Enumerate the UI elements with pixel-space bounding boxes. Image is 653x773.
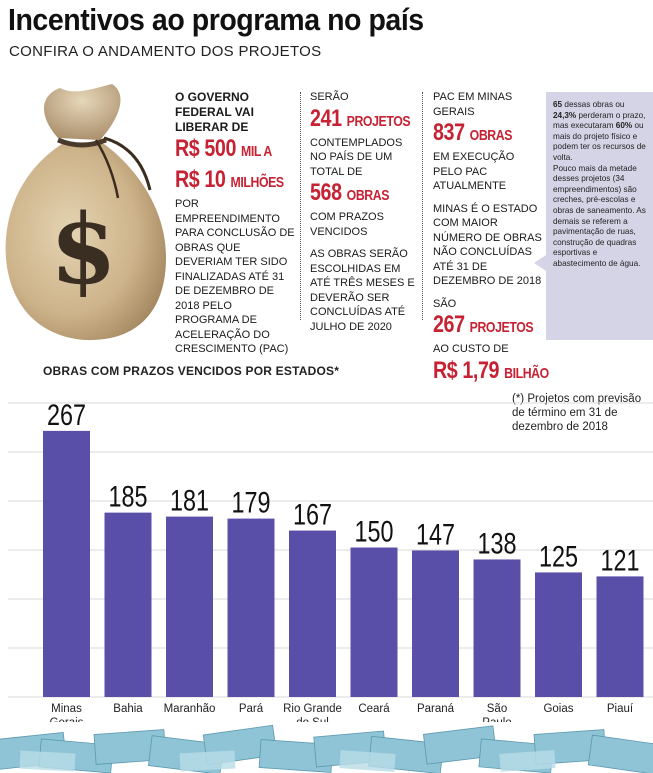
banknotes-decoration bbox=[0, 722, 653, 773]
bar bbox=[166, 516, 213, 697]
bar-value-label: 185 bbox=[108, 480, 147, 513]
col3-cost-lead: AO CUSTO DE bbox=[433, 343, 509, 355]
bar-value-label: 121 bbox=[600, 544, 639, 577]
bar bbox=[289, 530, 336, 697]
category-label: Maranhão bbox=[164, 703, 216, 715]
note-paragraph-1: 65 dessas obras ou 24,3% perderam o praz… bbox=[553, 100, 646, 162]
minas-gerais-column: PAC EM MINAS GERAIS 837 OBRAS EM EXECUÇÃ… bbox=[433, 90, 549, 388]
category-label: Minas bbox=[51, 703, 82, 715]
column-divider bbox=[422, 92, 423, 320]
chart-footnote: (*) Projetos com previsão de término em … bbox=[512, 393, 642, 433]
col1-amount-min: R$ 500 MIL A bbox=[175, 135, 272, 162]
category-label: Gerais bbox=[50, 717, 84, 725]
col3-lead: PAC EM MINAS GERAIS bbox=[433, 91, 513, 118]
bar bbox=[473, 559, 521, 697]
category-label: Bahia bbox=[113, 703, 143, 715]
page-title: Incentivos ao programa no país bbox=[8, 2, 424, 37]
col3-works: 837 OBRAS bbox=[433, 119, 513, 146]
bar bbox=[43, 430, 90, 697]
projects-column: SERÃO 241 PROJETOS CONTEMPLADOS NO PAÍS … bbox=[310, 90, 415, 334]
bar-value-label: 125 bbox=[539, 540, 578, 573]
svg-text:$: $ bbox=[50, 193, 117, 306]
bar bbox=[412, 550, 459, 697]
category-label: Paraná bbox=[417, 703, 455, 715]
category-label: São bbox=[487, 703, 507, 715]
category-label: do Sul bbox=[296, 717, 329, 725]
col3-body: MINAS É O ESTADO COM MAIOR NÚMERO DE OBR… bbox=[433, 202, 542, 288]
col2-lead: SERÃO bbox=[310, 91, 349, 103]
category-label: Paulo bbox=[482, 717, 511, 725]
info-note-box: 65 dessas obras ou 24,3% perderam o praz… bbox=[546, 92, 653, 340]
bar-value-label: 179 bbox=[231, 486, 270, 519]
bar bbox=[104, 512, 152, 697]
category-label: Rio Grande bbox=[283, 703, 342, 715]
col3-projects: 267 PROJETOS bbox=[433, 311, 534, 338]
page-subtitle: CONFIRA O ANDAMENTO DOS PROJETOS bbox=[9, 43, 322, 60]
note-paragraph-2: Pouco mais da metade desses projetos (34… bbox=[553, 163, 646, 268]
bar bbox=[227, 518, 275, 697]
money-bag-icon: $ bbox=[5, 84, 167, 341]
category-label: Pará bbox=[239, 703, 264, 715]
col3-cost: R$ 1,79 BILHÃO bbox=[433, 356, 549, 384]
chart-title: OBRAS COM PRAZOS VENCIDOS POR ESTADOS* bbox=[43, 364, 340, 378]
bar-value-label: 267 bbox=[47, 398, 86, 431]
bar bbox=[350, 547, 398, 697]
col2-after: COM PRAZOS VENCIDOS bbox=[310, 211, 384, 238]
bar-chart: 267 Minas Gerais 185 Bahia 181 Maranhão 179 Pará… bbox=[8, 398, 653, 725]
bar-value-label: 167 bbox=[293, 498, 332, 531]
note-pointer bbox=[534, 255, 546, 271]
category-label: Ceará bbox=[358, 703, 390, 715]
bar bbox=[535, 572, 582, 697]
bar bbox=[596, 576, 644, 697]
bar-value-label: 181 bbox=[170, 484, 209, 517]
col1-body: POR EMPREENDIMENTO PARA CONCLUSÃO DE OBR… bbox=[175, 198, 295, 355]
federal-funding-column: O GOVERNO FEDERAL VAI LIBERAR DE R$ 500 … bbox=[175, 90, 295, 357]
col3-after: EM EXECUÇÃO PELO PAC ATUALMENTE bbox=[433, 151, 515, 192]
col2-works: 568 OBRAS bbox=[310, 179, 390, 206]
col2-projects: 241 PROJETOS bbox=[310, 104, 411, 132]
bar-value-label: 147 bbox=[416, 518, 455, 551]
bar-value-label: 138 bbox=[477, 527, 516, 560]
col1-amount-max: R$ 10 MILHÕES bbox=[175, 166, 284, 193]
category-label: Goias bbox=[543, 703, 573, 715]
col2-mid: CONTEMPLADOS NO PAÍS DE UM TOTAL DE bbox=[310, 136, 403, 178]
col3-lead2: SÃO bbox=[433, 297, 457, 310]
col2-body: AS OBRAS SERÃO ESCOLHIDAS EM ATÉ TRÊS ME… bbox=[310, 248, 415, 333]
col1-lead: O GOVERNO FEDERAL VAI LIBERAR DE bbox=[175, 90, 254, 134]
column-divider bbox=[300, 92, 301, 320]
bar-value-label: 150 bbox=[354, 515, 393, 548]
category-label: Piauí bbox=[607, 703, 634, 715]
